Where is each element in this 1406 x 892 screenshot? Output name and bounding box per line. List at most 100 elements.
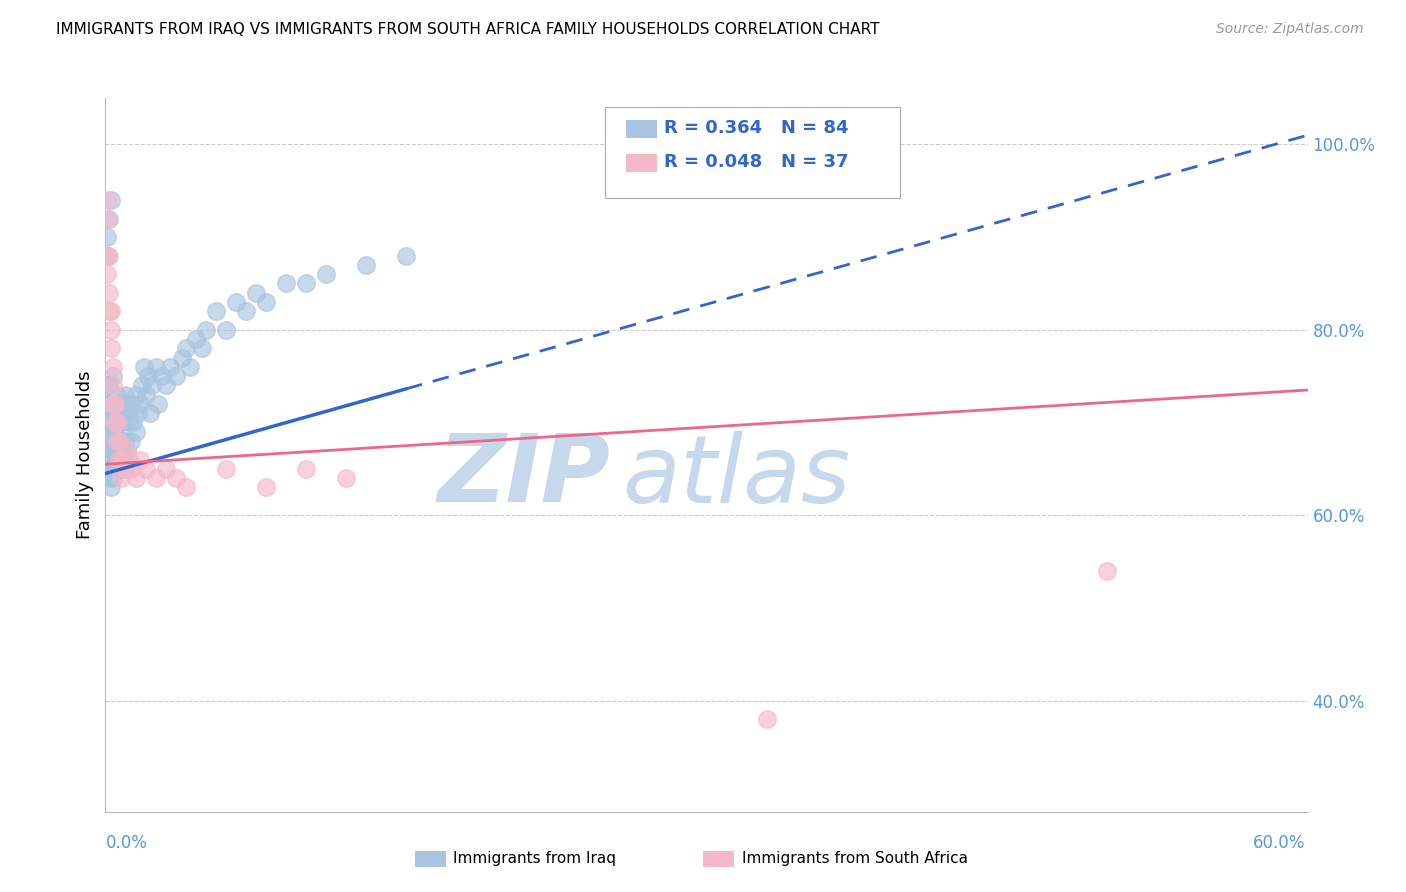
Point: [98, 471, 121, 485]
Point: [96, 230, 118, 244]
Y-axis label: Family Households: Family Households: [76, 371, 94, 539]
Point: [110, 462, 132, 476]
Point: [96, 249, 118, 263]
Point: [100, 462, 122, 476]
Text: Immigrants from Iraq: Immigrants from Iraq: [453, 852, 616, 866]
Point: [128, 452, 150, 467]
Point: [104, 462, 127, 476]
Point: [100, 480, 122, 494]
Point: [108, 434, 131, 448]
Point: [395, 249, 418, 263]
Point: [145, 471, 167, 485]
Point: [165, 369, 187, 384]
Point: [128, 397, 150, 411]
Point: [755, 712, 778, 726]
Point: [100, 342, 122, 356]
Point: [110, 434, 132, 448]
Text: Source: ZipAtlas.com: Source: ZipAtlas.com: [1216, 22, 1364, 37]
Point: [190, 342, 212, 356]
Point: [96, 249, 118, 263]
Point: [121, 434, 143, 448]
Point: [100, 443, 122, 458]
Point: [107, 443, 129, 458]
Point: [335, 471, 357, 485]
Point: [107, 462, 129, 476]
Point: [159, 359, 181, 374]
Point: [179, 359, 201, 374]
Point: [155, 462, 177, 476]
Point: [98, 416, 121, 430]
Point: [107, 434, 129, 448]
Point: [98, 434, 121, 448]
Point: [127, 406, 149, 420]
Point: [108, 452, 131, 467]
Point: [96, 452, 118, 467]
Point: [194, 323, 217, 337]
Point: [122, 416, 145, 430]
Text: atlas: atlas: [623, 431, 851, 522]
Point: [107, 387, 129, 401]
Point: [118, 416, 141, 430]
Point: [96, 193, 118, 207]
Point: [117, 443, 139, 458]
Point: [103, 397, 125, 411]
Text: ZIP: ZIP: [437, 430, 610, 523]
Point: [104, 425, 127, 439]
Point: [124, 387, 146, 401]
Point: [131, 378, 153, 392]
Point: [112, 416, 135, 430]
Point: [96, 434, 118, 448]
Point: [146, 397, 169, 411]
Point: [150, 369, 173, 384]
Point: [112, 452, 135, 467]
Point: [103, 359, 125, 374]
Point: [254, 480, 277, 494]
Point: [174, 480, 197, 494]
Point: [108, 406, 131, 420]
Point: [100, 323, 122, 337]
Point: [104, 397, 127, 411]
Point: [98, 397, 121, 411]
Point: [174, 342, 197, 356]
Point: [138, 406, 160, 420]
Point: [110, 471, 132, 485]
Point: [108, 452, 131, 467]
Point: [100, 397, 122, 411]
Point: [114, 462, 136, 476]
Point: [107, 416, 129, 430]
Point: [114, 462, 136, 476]
Point: [103, 452, 125, 467]
Point: [295, 277, 318, 291]
Point: [96, 397, 118, 411]
Point: [135, 462, 157, 476]
Point: [103, 434, 125, 448]
Point: [98, 452, 121, 467]
Point: [98, 304, 121, 318]
Point: [124, 471, 146, 485]
Point: [107, 416, 129, 430]
Point: [100, 193, 122, 207]
Text: R = 0.364   N = 84: R = 0.364 N = 84: [664, 120, 848, 137]
Text: 60.0%: 60.0%: [1253, 834, 1305, 852]
Point: [184, 332, 207, 346]
Point: [141, 378, 163, 392]
Point: [204, 304, 226, 318]
Point: [118, 452, 141, 467]
Point: [103, 406, 125, 420]
Point: [214, 323, 236, 337]
Point: [104, 443, 127, 458]
Point: [117, 406, 139, 420]
Point: [1097, 564, 1119, 578]
Point: [214, 462, 236, 476]
Point: [235, 304, 257, 318]
Point: [124, 425, 146, 439]
Point: [114, 387, 136, 401]
Point: [103, 369, 125, 384]
Point: [155, 378, 177, 392]
Point: [121, 462, 143, 476]
Point: [254, 295, 277, 310]
Point: [96, 211, 118, 226]
Point: [274, 277, 297, 291]
Point: [225, 295, 247, 310]
Point: [136, 369, 159, 384]
